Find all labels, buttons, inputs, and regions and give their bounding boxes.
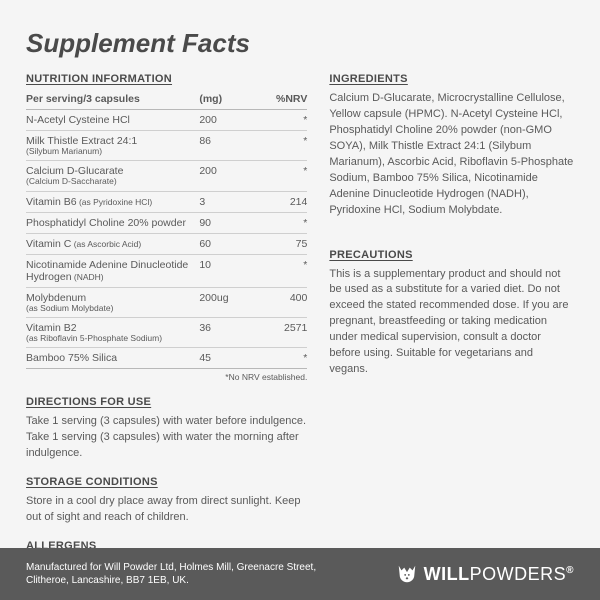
table-row: N-Acetyl Cysteine HCl200* (26, 110, 307, 131)
table-row: Vitamin B6 (as Pyridoxine HCl)3214 (26, 191, 307, 212)
nutrient-name: Vitamin B6 (as Pyridoxine HCl) (26, 191, 199, 212)
nutrient-amount: 10 (199, 254, 259, 287)
nutrition-heading: NUTRITION INFORMATION (26, 73, 307, 85)
table-row: Molybdenum(as Sodium Molybdate)200ug400 (26, 287, 307, 317)
nutrient-nrv: * (259, 131, 307, 161)
manufacturer-text: Manufactured for Will Powder Ltd, Holmes… (26, 561, 346, 588)
brand-logo: WILLPOWDERS® (396, 563, 574, 585)
brand-powders: POWDERS (470, 564, 567, 584)
nutrient-amount: 3 (199, 191, 259, 212)
nutrient-name: Nicotinamide Adenine Dinucleotide Hydrog… (26, 254, 199, 287)
page-title: Supplement Facts (26, 28, 574, 59)
nutrient-name: Calcium D-Glucarate(Calcium D-Saccharate… (26, 161, 199, 191)
nutrient-amount: 200ug (199, 287, 259, 317)
nutrient-nrv: * (259, 212, 307, 233)
table-row: Calcium D-Glucarate(Calcium D-Saccharate… (26, 161, 307, 191)
nutrient-amount: 86 (199, 131, 259, 161)
nutrient-nrv: * (259, 161, 307, 191)
footer-bar: Manufactured for Will Powder Ltd, Holmes… (0, 548, 600, 600)
directions-heading: DIRECTIONS FOR USE (26, 396, 307, 408)
nutrient-name: Bamboo 75% Silica (26, 348, 199, 369)
nutrient-name: N-Acetyl Cysteine HCl (26, 110, 199, 131)
nutrient-amount: 90 (199, 212, 259, 233)
nutrient-amount: 45 (199, 348, 259, 369)
col-nrv: %NRV (259, 91, 307, 110)
nutrient-nrv: * (259, 110, 307, 131)
nutrient-name: Phosphatidyl Choline 20% powder (26, 212, 199, 233)
col-amount: (mg) (199, 91, 259, 110)
nutrient-amount: 200 (199, 161, 259, 191)
nutrient-amount: 36 (199, 318, 259, 348)
brand-will: WILL (424, 564, 470, 584)
nutrition-table: Per serving/3 capsules (mg) %NRV N-Acety… (26, 91, 307, 369)
precautions-text: This is a supplementary product and shou… (329, 267, 574, 379)
table-row: Bamboo 75% Silica45* (26, 348, 307, 369)
precautions-heading: PRECAUTIONS (329, 249, 574, 261)
table-row: Phosphatidyl Choline 20% powder90* (26, 212, 307, 233)
nutrient-name: Molybdenum(as Sodium Molybdate) (26, 287, 199, 317)
nutrient-nrv: 2571 (259, 318, 307, 348)
wolf-icon (396, 563, 418, 585)
nutrient-nrv: 214 (259, 191, 307, 212)
storage-heading: STORAGE CONDITIONS (26, 476, 307, 488)
table-row: Vitamin B2(as Riboflavin 5-Phosphate Sod… (26, 318, 307, 348)
nutrient-name: Vitamin C (as Ascorbic Acid) (26, 233, 199, 254)
table-row: Nicotinamide Adenine Dinucleotide Hydrog… (26, 254, 307, 287)
ingredients-text: Calcium D-Glucarate, Microcrystalline Ce… (329, 91, 574, 219)
storage-text: Store in a cool dry place away from dire… (26, 494, 307, 526)
table-row: Milk Thistle Extract 24:1(Silybum Marian… (26, 131, 307, 161)
table-row: Vitamin C (as Ascorbic Acid)6075 (26, 233, 307, 254)
nrv-footnote: *No NRV established. (26, 372, 307, 382)
nutrient-nrv: 75 (259, 233, 307, 254)
nutrient-nrv: * (259, 254, 307, 287)
nutrient-nrv: 400 (259, 287, 307, 317)
nutrient-nrv: * (259, 348, 307, 369)
brand-reg: ® (566, 565, 574, 576)
directions-text: Take 1 serving (3 capsules) with water b… (26, 414, 307, 462)
nutrient-amount: 60 (199, 233, 259, 254)
ingredients-heading: INGREDIENTS (329, 73, 574, 85)
nutrient-amount: 200 (199, 110, 259, 131)
col-serving: Per serving/3 capsules (26, 91, 199, 110)
nutrient-name: Milk Thistle Extract 24:1(Silybum Marian… (26, 131, 199, 161)
nutrient-name: Vitamin B2(as Riboflavin 5-Phosphate Sod… (26, 318, 199, 348)
